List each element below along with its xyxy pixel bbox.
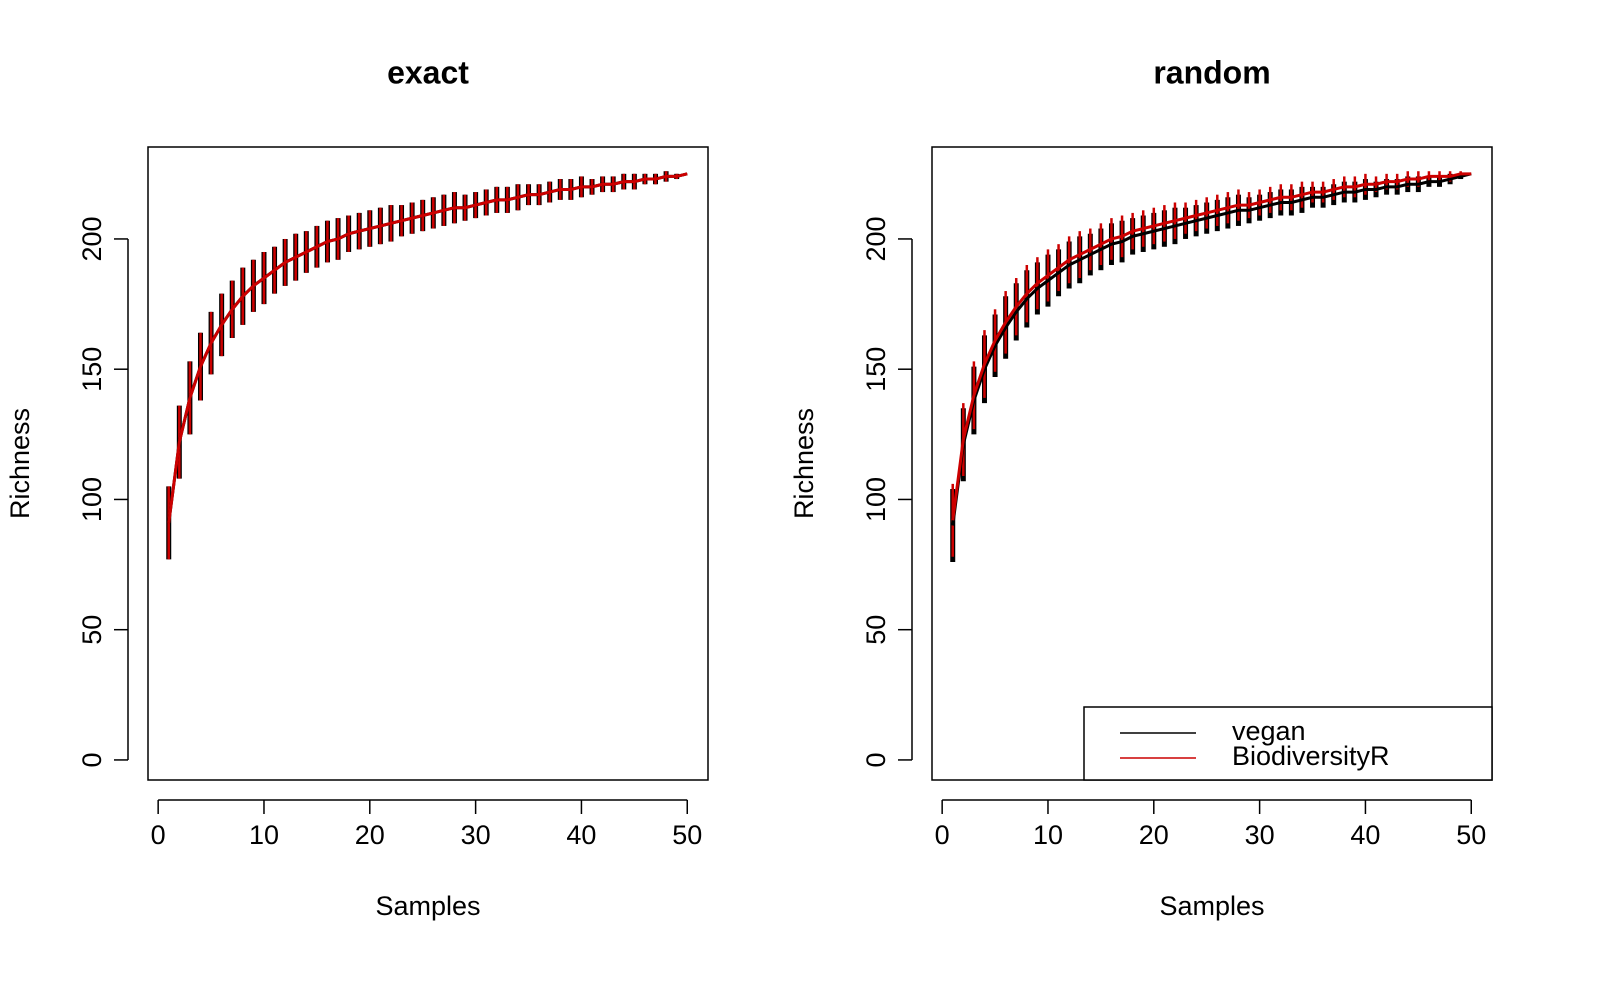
y-axis-label: Richness bbox=[5, 408, 35, 519]
plot-frame bbox=[931, 146, 1493, 781]
chart-title: random bbox=[1153, 54, 1270, 90]
y-tick-label: 50 bbox=[861, 615, 891, 645]
x-tick-label: 10 bbox=[1033, 820, 1063, 850]
y-tick-label: 100 bbox=[77, 477, 107, 522]
y-tick-label: 0 bbox=[861, 752, 891, 767]
y-tick-label: 200 bbox=[77, 216, 107, 261]
chart-panel: random Samples Richness 0 10 20 30 40 50 0 50 100 15… bbox=[789, 54, 1493, 921]
x-tick-label: 50 bbox=[672, 820, 702, 850]
plot-frame bbox=[147, 146, 709, 781]
legend-label: BiodiversityR bbox=[1232, 741, 1390, 771]
x-tick-label: 0 bbox=[151, 820, 166, 850]
y-axis-label: Richness bbox=[789, 408, 819, 519]
x-tick-label: 30 bbox=[461, 820, 491, 850]
x-tick-label: 30 bbox=[1245, 820, 1275, 850]
y-tick-label: 0 bbox=[77, 752, 107, 767]
series-line bbox=[167, 172, 688, 524]
y-tick-label: 200 bbox=[861, 216, 891, 261]
y-tick-label: 100 bbox=[861, 477, 891, 522]
series-line bbox=[167, 172, 688, 524]
x-tick-label: 0 bbox=[935, 820, 950, 850]
chart-title: exact bbox=[387, 54, 469, 90]
x-tick-label: 20 bbox=[355, 820, 385, 850]
y-tick-label: 150 bbox=[77, 347, 107, 392]
legend-label: vegan bbox=[1232, 716, 1306, 746]
x-tick-label: 10 bbox=[249, 820, 279, 850]
x-tick-label: 50 bbox=[1456, 820, 1486, 850]
series-line bbox=[951, 172, 1472, 521]
legend-box bbox=[1083, 706, 1493, 781]
x-tick-label: 40 bbox=[566, 820, 596, 850]
x-tick-label: 20 bbox=[1139, 820, 1169, 850]
y-tick-label: 150 bbox=[861, 347, 891, 392]
x-axis-label: Samples bbox=[375, 891, 480, 921]
x-tick-label: 40 bbox=[1350, 820, 1380, 850]
series-line bbox=[951, 172, 1472, 526]
x-axis-label: Samples bbox=[1159, 891, 1264, 921]
chart-panel: exact Samples Richness 0 10 20 30 40 50 0 50 100 150… bbox=[5, 54, 709, 921]
y-tick-label: 50 bbox=[77, 615, 107, 645]
